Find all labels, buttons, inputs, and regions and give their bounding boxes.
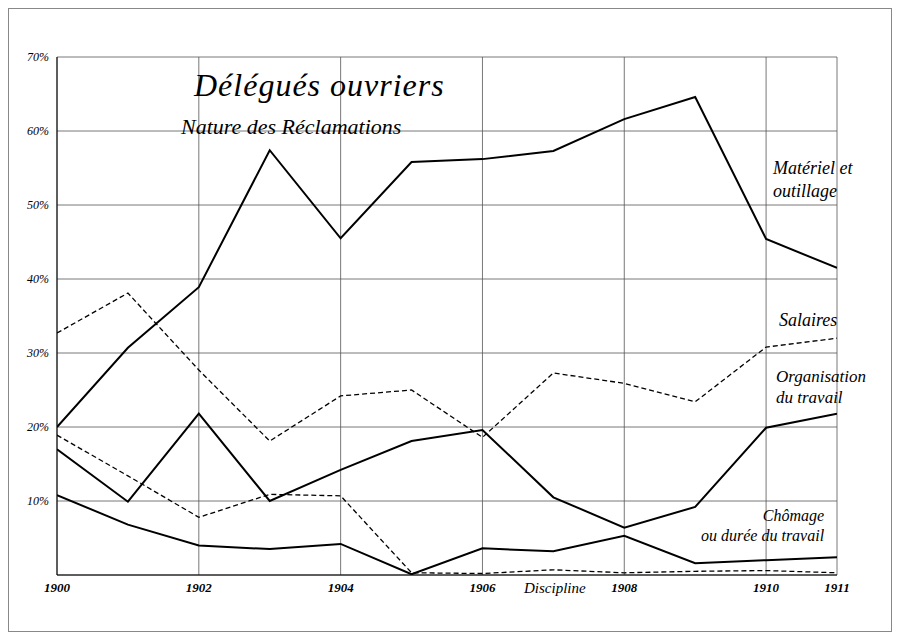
svg-text:50%: 50% xyxy=(27,198,49,212)
svg-text:1910: 1910 xyxy=(753,580,780,595)
svg-text:1906: 1906 xyxy=(469,580,496,595)
html-text:Organisation: Organisation xyxy=(776,367,866,386)
svg-text:30%: 30% xyxy=(26,346,49,360)
html-text:Matériel et: Matériel et xyxy=(773,158,853,178)
svg-text:70%: 70% xyxy=(27,50,49,64)
svg-text:20%: 20% xyxy=(27,420,49,434)
html-text:ou durée du travail: ou durée du travail xyxy=(701,527,825,544)
html-text:Salaires: Salaires xyxy=(779,310,838,330)
svg-text:1904: 1904 xyxy=(328,580,355,595)
svg-text:1911: 1911 xyxy=(824,580,849,595)
html-text:Chômage: Chômage xyxy=(762,507,825,524)
html-text:Délégués ouvriers: Délégués ouvriers xyxy=(194,67,445,103)
svg-text:1900: 1900 xyxy=(44,580,71,595)
svg-text:40%: 40% xyxy=(27,272,49,286)
svg-text:1902: 1902 xyxy=(186,580,213,595)
html-text:outillage: outillage xyxy=(773,180,837,201)
html-text:du travail: du travail xyxy=(776,388,843,408)
html-text:Nature des Réclamations: Nature des Réclamations xyxy=(181,114,402,139)
svg-text:10%: 10% xyxy=(27,494,49,508)
html-text:Discipline: Discipline xyxy=(524,580,586,596)
svg-text:60%: 60% xyxy=(27,124,49,138)
svg-text:1908: 1908 xyxy=(611,580,638,595)
